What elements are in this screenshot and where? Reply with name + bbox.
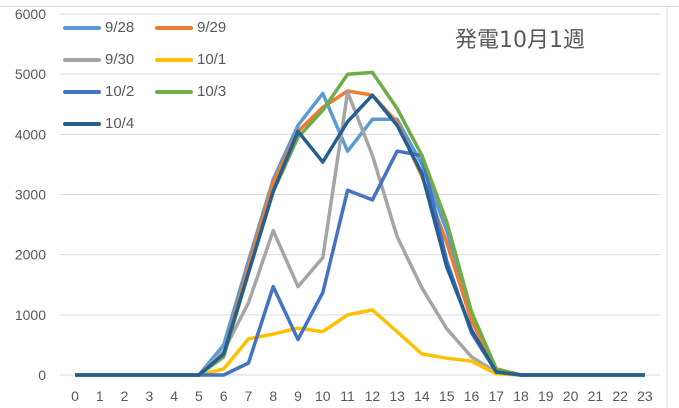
x-tick-label: 10 [315, 388, 331, 404]
legend-swatch-icon [63, 89, 101, 94]
y-tick-label: 2000 [15, 247, 46, 263]
x-tick-label: 0 [71, 388, 79, 404]
legend-label: 9/29 [197, 19, 227, 36]
legend-item: 10/3 [155, 83, 226, 100]
x-tick-label: 18 [513, 388, 529, 404]
legend-item: 9/30 [63, 51, 134, 68]
legend-label: 9/30 [105, 51, 135, 68]
x-tick-label: 21 [588, 388, 604, 404]
y-tick-label: 3000 [15, 187, 46, 203]
x-tick-label: 13 [389, 388, 405, 404]
y-tick-label: 4000 [15, 126, 46, 142]
legend-label: 10/4 [105, 115, 135, 132]
legend-item: 10/2 [63, 83, 134, 100]
y-tick-label: 0 [38, 367, 46, 383]
legend-label: 9/28 [105, 19, 135, 36]
legend-swatch-icon [63, 57, 101, 62]
x-tick-label: 19 [538, 388, 554, 404]
legend-label: 10/3 [197, 83, 227, 100]
legend-swatch-icon [155, 25, 193, 30]
x-tick-label: 22 [612, 388, 628, 404]
series-line-9-28 [75, 91, 645, 377]
x-tick-label: 8 [269, 388, 277, 404]
series-line-10-4 [75, 93, 645, 377]
x-tick-label: 23 [637, 388, 653, 404]
x-tick-label: 3 [145, 388, 153, 404]
legend-swatch-icon [63, 25, 101, 30]
legend-swatch-icon [63, 121, 101, 126]
series-line-10-3 [75, 70, 645, 377]
x-tick-label: 1 [96, 388, 104, 404]
y-tick-label: 1000 [15, 307, 46, 323]
y-tick-label: 6000 [15, 6, 46, 22]
legend-swatch-icon [155, 89, 193, 94]
series-line-10-1 [75, 308, 645, 377]
x-tick-label: 4 [170, 388, 178, 404]
x-tick-label: 5 [195, 388, 203, 404]
legend-label: 10/2 [105, 83, 135, 100]
x-tick-label: 16 [464, 388, 480, 404]
legend-label: 10/1 [197, 51, 227, 68]
x-tick-label: 9 [294, 388, 302, 404]
series-line-10-2 [75, 149, 645, 377]
x-tick-label: 14 [414, 388, 430, 404]
x-tick-label: 7 [245, 388, 253, 404]
legend-item: 10/1 [155, 51, 226, 68]
y-tick-label: 5000 [15, 66, 46, 82]
legend-item: 9/29 [155, 19, 226, 36]
x-tick-label: 17 [488, 388, 504, 404]
legend-item: 10/4 [63, 115, 134, 132]
x-tick-label: 20 [563, 388, 579, 404]
legend-item: 9/28 [63, 19, 134, 36]
x-tick-label: 15 [439, 388, 455, 404]
x-tick-label: 6 [220, 388, 228, 404]
x-tick-label: 11 [340, 388, 355, 404]
chart-title: 発電10月1週 [455, 28, 585, 53]
x-tick-label: 2 [121, 388, 129, 404]
legend-swatch-icon [155, 57, 193, 62]
x-tick-label: 12 [365, 388, 381, 404]
spreadsheet-gridline [0, 0, 679, 7]
